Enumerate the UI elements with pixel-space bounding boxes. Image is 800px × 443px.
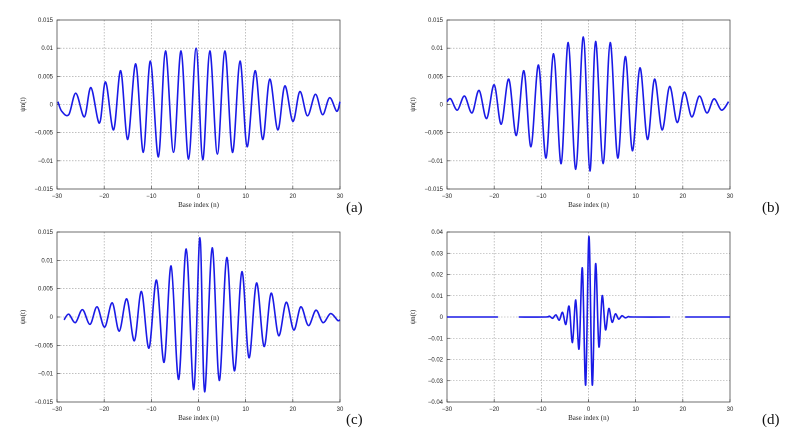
series-line [518, 235, 671, 386]
x-tick-label: 20 [289, 194, 296, 200]
chart-svg: −30 −20 −10 0 10 20 30 −0.015 −0.01 −0.005 0 0.005 0… [409, 18, 734, 209]
y-tick-label: 0.015 [38, 230, 54, 236]
x-tick-label: 20 [289, 407, 296, 413]
panel-label: (c) [346, 412, 363, 428]
y-axis-label: ψn(t) [19, 309, 27, 324]
y-tick-label: 0.005 [38, 74, 54, 80]
x-tick-label: −30 [52, 194, 63, 200]
x-tick-label: 30 [337, 194, 344, 200]
chart-panel-d: −30 −20 −10 0 10 20 30 −0.04 −0.03 −0.02 −0.01 0 0.0… [400, 222, 800, 443]
y-tick-label: −0.01 [428, 336, 444, 342]
y-tick-label: 0.015 [428, 18, 444, 24]
y-tick-label: 0.01 [41, 46, 53, 52]
y-tick-label: 0 [50, 315, 54, 321]
series-line [446, 36, 730, 172]
y-axis-label: ψn(t) [409, 97, 417, 112]
x-tick-label: 10 [242, 407, 249, 413]
y-tick-label: 0.005 [38, 287, 54, 293]
x-tick-label: 0 [197, 194, 201, 200]
x-tick-label: 0 [587, 407, 591, 413]
series-line [57, 47, 341, 161]
y-tick-label: −0.03 [428, 379, 444, 385]
y-tick-label: 0.015 [38, 18, 54, 24]
x-axis-label: Base index (n) [178, 414, 219, 422]
chart-svg: −30 −20 −10 0 10 20 30 −0.04 −0.03 −0.02 −0.01 0 0.0… [409, 230, 734, 422]
y-tick-label: 0 [440, 315, 444, 321]
y-tick-label: −0.005 [34, 131, 53, 137]
x-tick-label: 20 [679, 194, 686, 200]
panel-label: (d) [762, 412, 780, 428]
y-tick-label: −0.01 [428, 159, 444, 165]
x-tick-label: −30 [442, 407, 453, 413]
y-tick-label: 0.04 [431, 230, 443, 236]
y-tick-label: 0.01 [431, 294, 443, 300]
y-tick-label: −0.04 [428, 400, 444, 406]
x-tick-label: 0 [197, 407, 201, 413]
x-tick-label: −10 [146, 194, 157, 200]
x-tick-label: −10 [146, 407, 157, 413]
x-tick-label: −10 [536, 407, 547, 413]
x-tick-label: 30 [337, 407, 344, 413]
plot-frame [56, 231, 341, 403]
x-axis-label: Base index (n) [568, 201, 609, 209]
y-tick-label: −0.015 [34, 187, 53, 193]
x-tick-label: 10 [632, 407, 639, 413]
y-tick-label: −0.01 [38, 159, 54, 165]
y-tick-label: −0.015 [424, 187, 443, 193]
y-axis-label: ψn(t) [409, 309, 417, 324]
panel-label: (b) [762, 200, 780, 216]
x-tick-label: 0 [587, 194, 591, 200]
plot-frame [446, 19, 731, 190]
y-tick-label: −0.015 [34, 400, 53, 406]
x-tick-label: 10 [632, 194, 639, 200]
x-tick-label: −20 [489, 194, 500, 200]
y-tick-label: 0.02 [431, 273, 443, 279]
x-axis-label: Base index (n) [568, 414, 609, 422]
y-tick-label: −0.01 [38, 372, 54, 378]
y-tick-label: −0.005 [34, 343, 53, 349]
chart-panel-b: −30 −20 −10 0 10 20 30 −0.015 −0.01 −0.005 0 0.005 0… [400, 0, 800, 221]
series-line [63, 236, 341, 393]
y-axis-label: ψn(t) [19, 97, 27, 112]
x-tick-label: −10 [536, 194, 547, 200]
x-tick-label: 30 [727, 407, 734, 413]
chart-svg: −30 −20 −10 0 10 20 30 −0.015 −0.01 −0.005 0 0.005 0… [19, 18, 344, 209]
chart-panel-c: −30 −20 −10 0 10 20 30 −0.015 −0.01 −0.005 0 0.005 0… [0, 222, 400, 443]
panel-label: (a) [346, 200, 363, 216]
x-tick-label: −20 [99, 407, 110, 413]
x-tick-label: −20 [99, 194, 110, 200]
y-tick-label: −0.005 [424, 131, 443, 137]
x-tick-label: −30 [442, 194, 453, 200]
x-tick-label: 10 [242, 194, 249, 200]
y-tick-label: 0 [50, 103, 54, 109]
y-tick-label: 0.005 [428, 74, 444, 80]
chart-panel-a: −30 −20 −10 0 10 20 30 −0.015 −0.01 −0.005 0 0.005 0… [0, 0, 400, 221]
x-tick-label: 30 [727, 194, 734, 200]
y-tick-label: 0.03 [431, 251, 443, 257]
y-tick-label: 0.01 [41, 258, 53, 264]
x-axis-label: Base index (n) [178, 201, 219, 209]
y-tick-label: 0 [440, 103, 444, 109]
x-tick-label: −30 [52, 407, 63, 413]
y-tick-label: −0.02 [428, 358, 444, 364]
y-tick-label: 0.01 [431, 46, 443, 52]
chart-svg: −30 −20 −10 0 10 20 30 −0.015 −0.01 −0.005 0 0.005 0… [19, 230, 344, 422]
x-tick-label: −20 [489, 407, 500, 413]
x-tick-label: 20 [679, 407, 686, 413]
